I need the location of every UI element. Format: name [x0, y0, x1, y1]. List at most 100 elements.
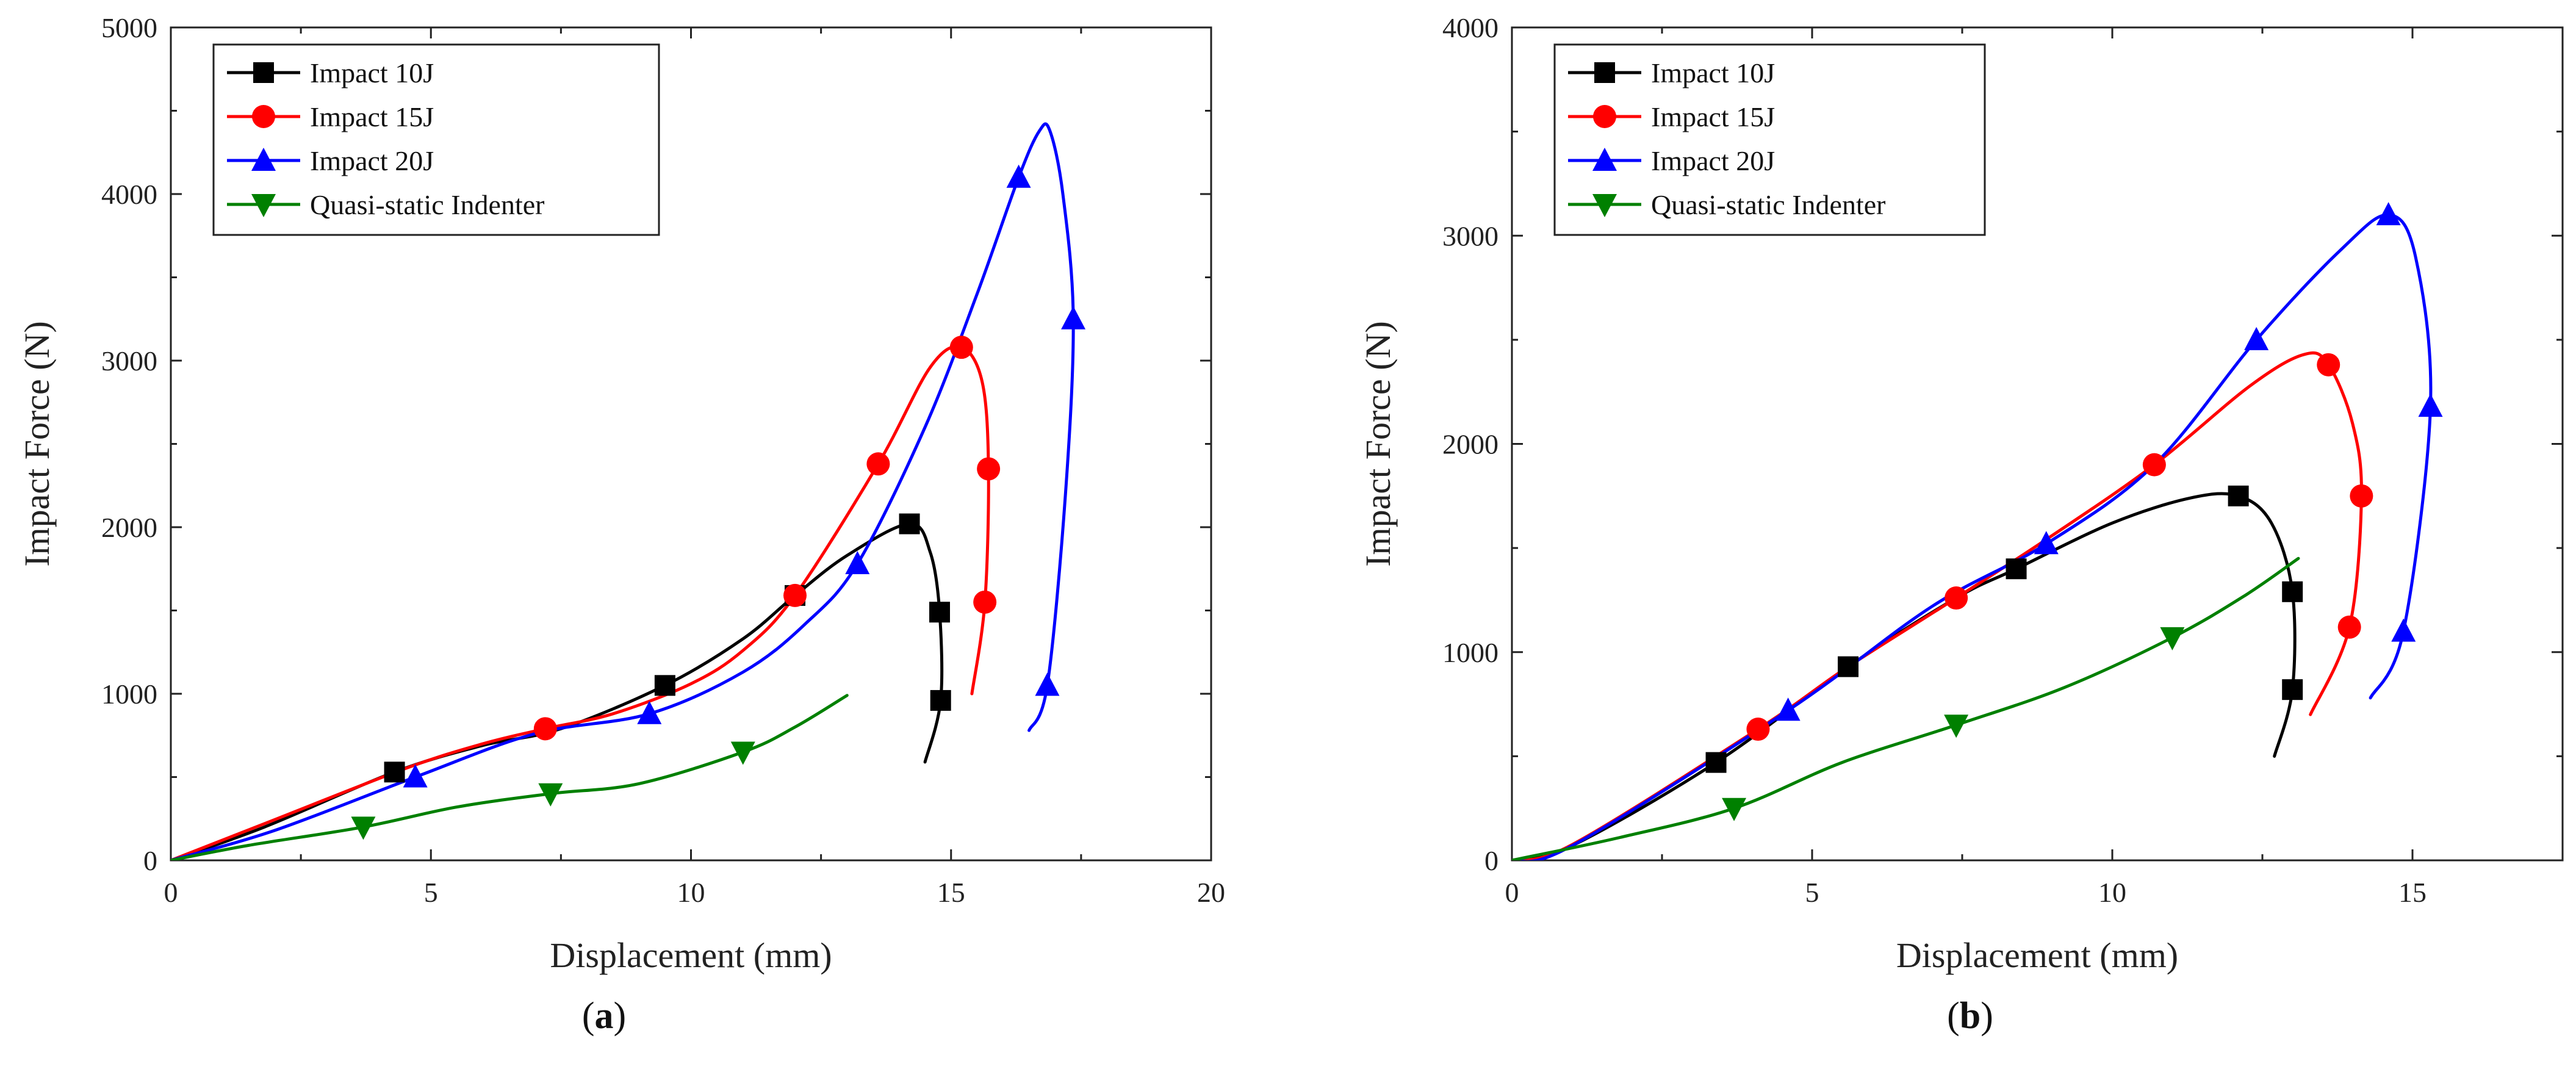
- series-2-marker: [1945, 586, 1968, 610]
- caption-paren: (: [582, 995, 595, 1037]
- series-2-marker: [2142, 453, 2166, 477]
- y-tick-label: 1000: [1442, 637, 1498, 668]
- series-2-marker: [866, 452, 890, 476]
- series-line-3: [1512, 213, 2433, 860]
- series-2-marker: [973, 590, 997, 614]
- series-3-marker: [2376, 202, 2401, 226]
- series-1-marker: [1705, 752, 1727, 773]
- y-tick-label: 2000: [1442, 429, 1498, 460]
- legend-label: Impact 15J: [310, 101, 434, 132]
- legend-marker: [251, 194, 276, 217]
- panel-caption: (b): [1947, 995, 1993, 1037]
- series-3-marker: [845, 551, 870, 575]
- series-3-marker: [2244, 326, 2269, 350]
- legend-marker: [253, 62, 274, 83]
- series-4-marker: [730, 741, 755, 765]
- legend-label: Quasi-static Indenter: [1651, 189, 1885, 220]
- y-tick-label: 1000: [101, 679, 157, 710]
- legend-label: Impact 10J: [310, 57, 434, 88]
- x-tick-label: 15: [937, 877, 965, 908]
- caption-paren: (: [1947, 995, 1960, 1037]
- legend-marker: [252, 105, 275, 128]
- series-3-marker: [1035, 672, 1060, 696]
- series-1-marker: [2006, 558, 2027, 580]
- chart-panel-a: 0 5 10 15 20 0 1000 2000 3000 4000 5000 Displacemen…: [17, 12, 1225, 1037]
- y-tick-label: 5000: [101, 12, 157, 43]
- series-2-marker: [2337, 615, 2361, 639]
- legend-marker: [1593, 105, 1616, 128]
- legend-marker: [1592, 194, 1617, 217]
- panel-caption: (a): [582, 995, 626, 1037]
- series-3-marker: [637, 700, 662, 724]
- series-1-marker: [384, 761, 405, 783]
- series-group: [1512, 202, 2443, 860]
- series-group: [171, 122, 1086, 860]
- y-tick-label: 3000: [1442, 220, 1498, 251]
- series-2-marker: [533, 717, 557, 741]
- series-3-marker: [2391, 618, 2416, 642]
- chart-panel-b: 0 5 10 15 0 1000 2000 3000 4000 Displacement (mm)…: [1358, 12, 2564, 1037]
- series-3-marker: [1775, 697, 1801, 721]
- series-4-marker: [1944, 715, 1969, 738]
- series-3-marker: [403, 764, 428, 788]
- x-axis-title: Displacement (mm): [550, 935, 832, 975]
- x-axis-title: Displacement (mm): [1896, 935, 2178, 975]
- legend-marker: [1594, 62, 1615, 83]
- x-tick-label: 5: [1805, 877, 1819, 908]
- series-1-marker: [929, 602, 950, 623]
- legend-marker: [251, 148, 276, 171]
- series-2-marker: [783, 583, 807, 607]
- y-axis-title: Impact Force (N): [1358, 321, 1398, 567]
- x-tick-label: 5: [424, 877, 438, 908]
- series-3-marker: [2418, 394, 2443, 417]
- y-tick-label: 4000: [101, 179, 157, 210]
- legend-label: Impact 15J: [1651, 101, 1775, 132]
- legend-label: Impact 20J: [1651, 145, 1775, 176]
- series-4-marker: [2160, 627, 2185, 650]
- x-tick-label: 0: [1505, 877, 1519, 908]
- series-3-marker: [1061, 306, 1086, 329]
- series-3-marker: [2034, 531, 2059, 555]
- series-4-marker: [538, 783, 563, 807]
- legend-marker: [1592, 148, 1617, 171]
- legend: Impact 10J Impact 15J Impact 20J Quasi-stat…: [1553, 43, 1986, 236]
- y-tick-label: 4000: [1442, 12, 1498, 43]
- series-1-marker: [2282, 679, 2303, 700]
- series-1-marker: [654, 675, 675, 696]
- series-1-marker: [2228, 485, 2249, 506]
- series-line-3: [171, 122, 1075, 860]
- legend-label: Impact 10J: [1651, 57, 1775, 88]
- series-line-1: [171, 522, 944, 860]
- series-line-2: [171, 345, 990, 860]
- legend-label: Impact 20J: [310, 145, 434, 176]
- legend-label: Quasi-static Indenter: [310, 189, 544, 220]
- series-3-marker: [1006, 164, 1031, 188]
- caption-paren: ): [614, 995, 627, 1037]
- y-tick-label: 3000: [101, 345, 157, 376]
- x-tick-label: 10: [2098, 877, 2126, 908]
- caption-letter: a: [595, 995, 614, 1037]
- y-tick-label: 0: [143, 845, 157, 876]
- series-1-marker: [2282, 581, 2303, 602]
- x-tick-label: 15: [2398, 877, 2427, 908]
- series-1-marker: [930, 689, 951, 711]
- series-line-1: [1512, 492, 2297, 860]
- caption-paren: ): [1981, 995, 1993, 1037]
- x-tick-label: 20: [1197, 877, 1225, 908]
- y-tick-label: 2000: [101, 512, 157, 543]
- series-1-marker: [1838, 656, 1859, 677]
- y-tick-label: 0: [1484, 845, 1498, 876]
- series-2-marker: [977, 457, 1001, 481]
- series-2-marker: [2350, 484, 2373, 508]
- series-4-marker: [1722, 797, 1747, 821]
- series-2-marker: [2317, 353, 2340, 376]
- legend: Impact 10J Impact 15J Impact 20J Quasi-stat…: [212, 43, 660, 236]
- series-line-2: [1512, 351, 2363, 860]
- x-tick-label: 0: [164, 877, 178, 908]
- series-line-4: [1512, 556, 2300, 860]
- series-2-marker: [949, 336, 973, 359]
- series-2-marker: [1746, 718, 1770, 741]
- y-axis-title: Impact Force (N): [17, 321, 57, 567]
- series-line-4: [171, 694, 849, 860]
